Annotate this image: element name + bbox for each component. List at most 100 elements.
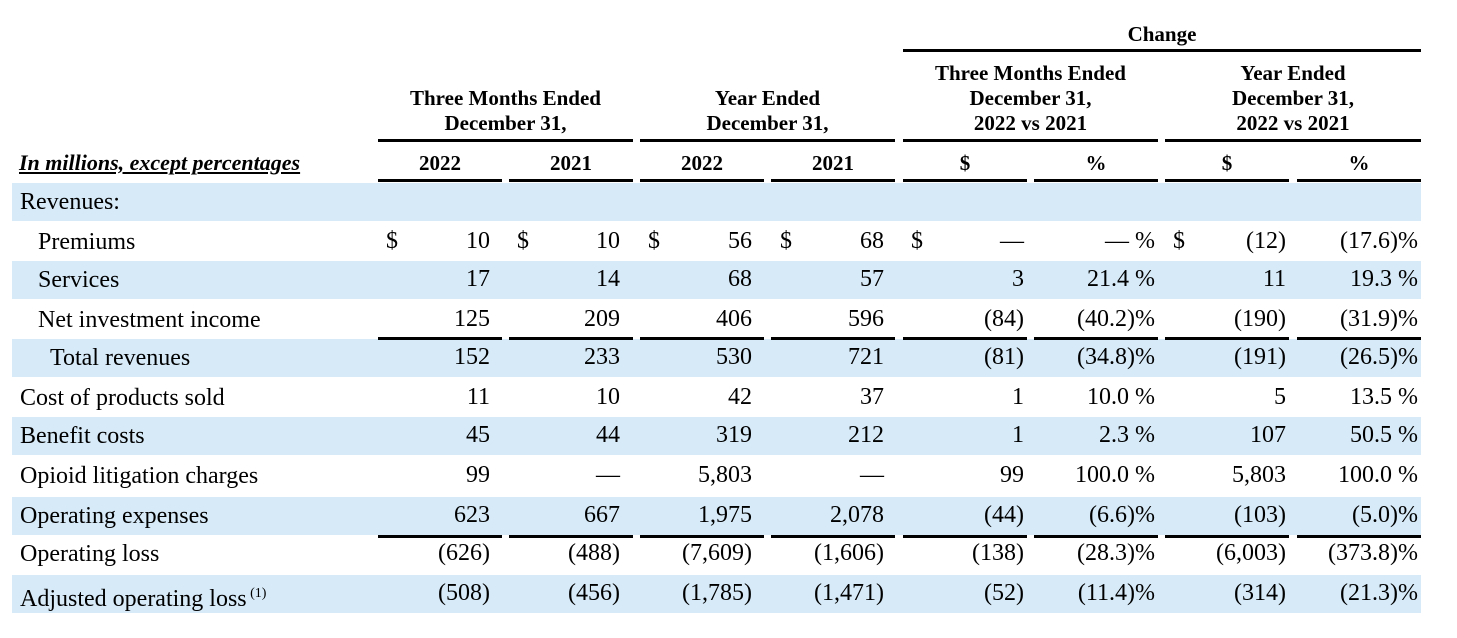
row-label-text: Cost of products sold — [20, 385, 225, 411]
header-change-three-months-line3: 2022 vs 2021 — [973, 111, 1088, 135]
column-label: 2022 — [681, 151, 723, 175]
table-cell: 17 — [466, 266, 490, 292]
row-label-text: Operating expenses — [20, 503, 209, 529]
table-cell: (26.5)% — [1340, 344, 1418, 370]
table-cell: 721 — [848, 344, 884, 370]
row-label-text: Operating loss — [20, 541, 160, 567]
subtotal-rule — [1165, 337, 1289, 340]
row-label: Total revenues — [50, 343, 190, 373]
row-label-text: Opioid litigation charges — [20, 463, 259, 489]
subtotal-rule — [903, 337, 1027, 340]
change-header: Change — [1127, 22, 1197, 46]
row-label-text: Adjusted operating loss — [20, 586, 247, 612]
table-cell: (508) — [438, 580, 490, 606]
table-cell: 5 — [1274, 384, 1286, 410]
table-cell: (52) — [984, 580, 1024, 606]
header-year: Year Ended December 31, — [640, 86, 895, 136]
subtotal-rule — [378, 535, 502, 538]
table-cell: 50.5 % — [1350, 422, 1418, 448]
table-cell: (488) — [568, 540, 620, 566]
row-band — [12, 575, 1421, 613]
header-year-line1: Year Ended — [714, 86, 821, 110]
table-cell: 99 — [1000, 462, 1024, 488]
table-cell: (81) — [984, 344, 1024, 370]
table-cell: 5,803 — [698, 462, 752, 488]
table-cell: (456) — [568, 580, 620, 606]
table-cell: (6.6)% — [1089, 502, 1155, 528]
row-band — [12, 417, 1421, 455]
table-cell: 319 — [716, 422, 752, 448]
column-label: 2022 — [419, 151, 461, 175]
table-cell: 56 — [728, 228, 752, 254]
column-label-rule — [771, 179, 895, 182]
table-cell: 100.0 % — [1338, 462, 1418, 488]
table-cell: (12) — [1246, 228, 1286, 254]
subtotal-rule — [640, 535, 764, 538]
table-cell: 44 — [596, 422, 620, 448]
table-cell: (373.8)% — [1328, 540, 1418, 566]
table-cell: (138) — [972, 540, 1024, 566]
row-label: Net investment income — [38, 305, 261, 335]
row-band — [12, 497, 1421, 535]
column-label-rule — [378, 179, 502, 182]
table-cell: 1 — [1012, 422, 1024, 448]
row-label: Services — [38, 265, 119, 295]
subtotal-rule — [1165, 535, 1289, 538]
dollar-sign: $ — [386, 228, 398, 254]
row-label: Adjusted operating loss (1) — [20, 579, 266, 614]
header-change-year-line3: 2022 vs 2021 — [1236, 111, 1350, 135]
table-cell: — — [1000, 228, 1024, 254]
table-caption: In millions, except percentages — [19, 150, 301, 175]
table-cell: 14 — [596, 266, 620, 292]
header-change-three-months-line1: Three Months Ended — [935, 61, 1126, 85]
header-change-year: Year Ended December 31, 2022 vs 2021 — [1165, 61, 1421, 136]
table-cell: 57 — [860, 266, 884, 292]
subtotal-rule — [509, 337, 633, 340]
table-cell: (31.9)% — [1340, 306, 1418, 332]
header-change-three-months-line2: December 31, — [969, 86, 1092, 110]
column-label-rule — [640, 179, 764, 182]
table-cell: — % — [1105, 228, 1155, 254]
table-cell: 13.5 % — [1350, 384, 1418, 410]
table-cell: — — [860, 462, 884, 488]
table-cell: 1,975 — [698, 502, 752, 528]
table-cell: (1,785) — [682, 580, 752, 606]
table-cell: (1,606) — [814, 540, 884, 566]
table-cell: 42 — [728, 384, 752, 410]
column-label: 2021 — [812, 151, 854, 175]
table-cell: 233 — [584, 344, 620, 370]
row-label: Opioid litigation charges — [20, 461, 258, 491]
table-cell: (28.3)% — [1077, 540, 1155, 566]
table-cell: 152 — [454, 344, 490, 370]
subtotal-rule — [771, 337, 895, 340]
header-year-line2: December 31, — [706, 111, 829, 135]
subtotal-rule — [1034, 337, 1158, 340]
row-label: Benefit costs — [20, 421, 145, 451]
table-cell: 68 — [728, 266, 752, 292]
table-cell: (5.0)% — [1352, 502, 1418, 528]
table-cell: 100.0 % — [1075, 462, 1155, 488]
table-cell: (84) — [984, 306, 1024, 332]
header-change-three-months: Three Months Ended December 31, 2022 vs … — [903, 61, 1158, 136]
header-change-year-line1: Year Ended — [1240, 61, 1346, 85]
dollar-sign: $ — [517, 228, 529, 254]
row-label-text: Revenues: — [20, 189, 120, 215]
table-cell: 125 — [454, 306, 490, 332]
header-three-months: Three Months Ended December 31, — [378, 86, 633, 136]
dollar-sign: $ — [911, 228, 923, 254]
table-cell: 21.4 % — [1087, 266, 1155, 292]
column-label: % — [1085, 151, 1107, 175]
subtotal-rule — [640, 337, 764, 340]
column-label-rule — [1034, 179, 1158, 182]
table-cell: 10 — [596, 384, 620, 410]
table-cell: (40.2)% — [1077, 306, 1155, 332]
subtotal-rule — [509, 535, 633, 538]
row-band — [12, 183, 1421, 221]
table-cell: 212 — [848, 422, 884, 448]
column-label: $ — [1221, 151, 1233, 175]
subtotal-rule — [1297, 337, 1421, 340]
row-label-text: Services — [38, 267, 120, 293]
change-rule — [903, 49, 1421, 52]
row-label: Premiums — [38, 227, 135, 257]
column-label: $ — [959, 151, 971, 175]
